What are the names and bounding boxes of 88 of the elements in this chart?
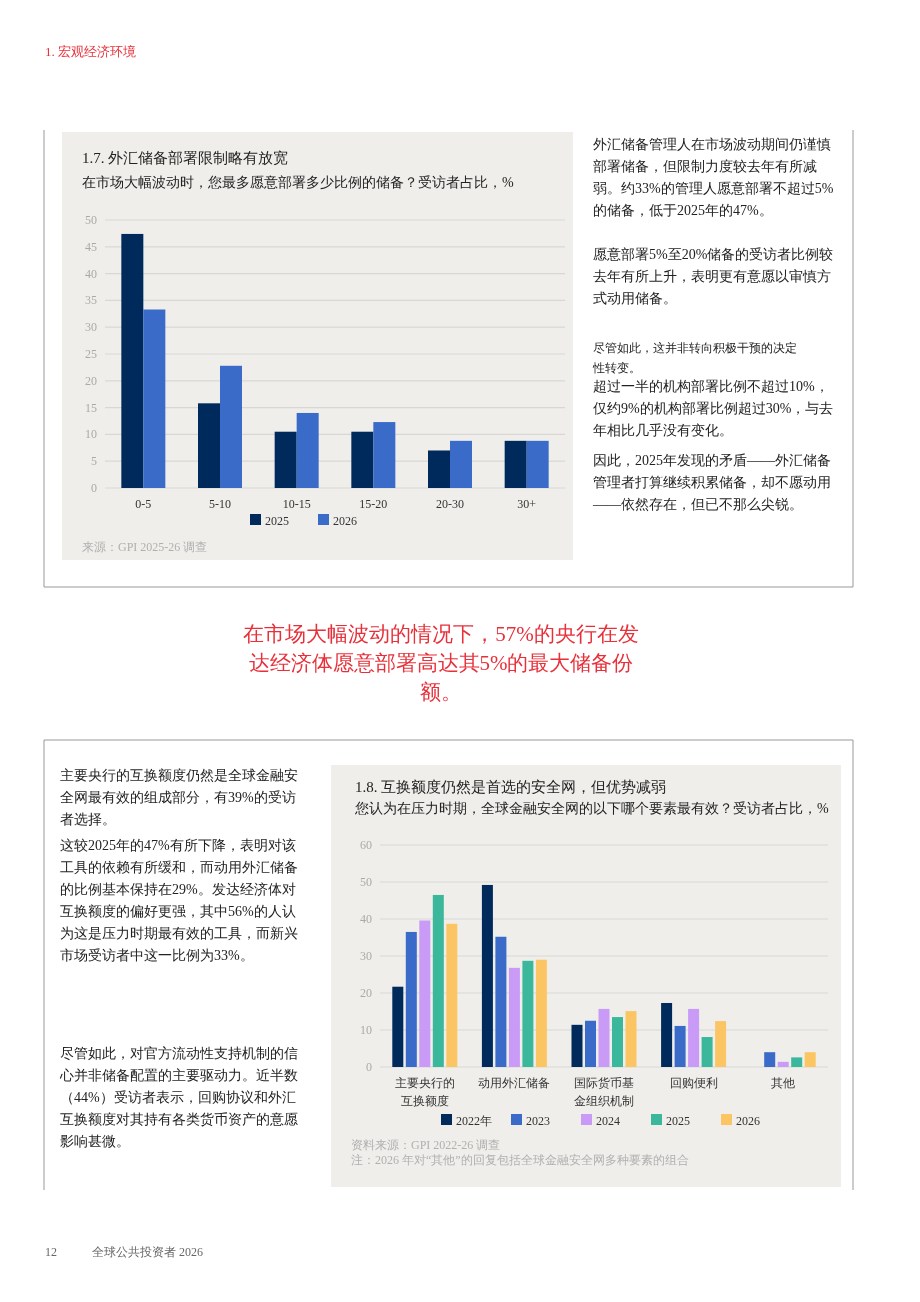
x-tick-label: 0-5 [135,497,152,511]
bar [405,931,417,1067]
bar [351,431,374,488]
x-tick-label: 15-20 [359,497,388,511]
bar [612,1017,623,1067]
y-tick-label: 20 [360,986,372,1000]
text: 愿意部署5%至20%储备的受访者比例较去年有所上升，表明更有意愿以审慎方式动用储备。 [593,246,835,308]
y-tick-label: 60 [360,838,372,852]
y-tick-label: 30 [360,949,372,963]
bar [661,1002,673,1067]
bar [446,923,458,1067]
bar [419,920,431,1067]
bar [481,884,493,1067]
x-tick-label: 10-15 [282,497,311,511]
y-tick-label: 10 [85,427,97,442]
bar [392,986,404,1067]
text: 在市场大幅波动的情况下，57%的央行在发达经济体愿意部署高达其5%的最大储备份额。 [242,621,640,706]
bar [598,1008,610,1067]
bar [764,1052,776,1067]
bar [526,440,549,488]
y-tick-label: 10 [360,1023,372,1037]
text: 超过一半的机构部署比例不超过10%，仅约9%的机构部署比例超过30%，与去年相比几乎没有变化。 [593,378,835,440]
bar [688,1008,700,1067]
legend-label: 2022年 [456,1114,492,1128]
text: 尽管如此，这并非转向积极干预的决定性转变。 [593,340,798,377]
y-tick-label: 40 [85,266,97,281]
bar [674,1025,686,1067]
bar [777,1061,789,1067]
bar [701,1037,713,1067]
text: 1. 宏观经济环境 [45,43,137,61]
bar [571,1024,583,1067]
bar [428,450,450,488]
legend-label: 2025 [666,1114,690,1128]
x-tick-label: 5-10 [209,497,231,511]
bar [220,365,242,488]
legend-label: 2023 [526,1114,550,1128]
legend-label: 2025 [265,514,289,528]
bar [522,960,534,1067]
legend-label: 2026 [333,514,357,528]
bar [715,1021,727,1067]
bar [804,1052,816,1067]
text: 因此，2025年发现的矛盾——外汇储备管理者打算继续积累储备，却不愿动用——依然存在，但已不那么尖锐。 [593,452,832,514]
bar [198,403,220,488]
x-tick-label: 其他 [771,1076,796,1090]
y-tick-label: 45 [85,239,97,254]
bar [585,1020,596,1067]
bar [504,440,527,488]
text: 全球公共投资者 2026 [92,1244,204,1260]
y-tick-label: 5 [91,454,97,469]
y-tick-label: 15 [85,400,97,415]
bar [274,431,297,488]
legend-label: 2024 [596,1114,620,1128]
y-tick-label: 50 [360,875,372,889]
x-tick-label: 动用外汇储备 [478,1076,551,1090]
x-tick-label: 主要央行的互换额度 [394,1076,455,1108]
y-tick-label: 20 [85,373,97,388]
text: 尽管如此，对官方流动性支持机制的信心并非储备配置的主要驱动力。近半数（44%）受访者表示，回购协议和外汇互换额度对其持有各类货币资产的意愿影响甚微。 [60,1045,299,1151]
chart-subtitle: 您认为在压力时期，全球金融安全网的以下哪个要素最有效？受访者占比，% [354,801,829,816]
bar [373,422,396,488]
bar [495,936,507,1067]
text: 主要央行的互换额度仍然是全球金融安全网最有效的组成部分，有39%的受访者选择。 [60,767,299,829]
y-tick-label: 40 [360,912,372,926]
y-tick-label: 30 [85,320,97,335]
bar [791,1057,803,1067]
text: 外汇储备管理人在市场波动期间仍谨慎部署储备，但限制力度较去年有所减弱。约33%的管理人愿意部署不超过5%的储备，低于2025年的47%。 [593,136,835,220]
bar [143,309,166,488]
y-tick-label: 0 [366,1060,372,1074]
chart-title: 1.8. 互换额度仍然是首选的安全网，但优势减弱 [355,779,667,795]
legend-label: 2026 [736,1114,760,1128]
x-tick-label: 20-30 [436,497,464,511]
x-tick-label: 国际货币基金组织机制 [574,1076,634,1108]
bar [432,894,444,1067]
chart-subtitle: 在市场大幅波动时，您最多愿意部署多少比例的储备？受访者占比，% [82,175,514,190]
bar [121,233,144,488]
y-tick-label: 0 [91,481,97,495]
bar [535,959,547,1067]
x-tick-label: 30+ [517,497,537,511]
y-tick-label: 50 [85,213,97,227]
y-tick-label: 25 [85,347,97,361]
chart-title: 1.7. 外汇储备部署限制略有放宽 [82,150,289,166]
x-tick-label: 回购便利 [669,1076,718,1090]
bar [450,440,472,488]
text: 这较2025年的47%有所下降，表明对该工具的依赖有所缓和，而动用外汇储备的比例基本保持在29%。发达经济体对互换额度的偏好更强，其中56%的人认为这是压力时期最有效的工具，而新兴市场受访者中这一比例为33%。 [60,837,299,965]
text: 12 [45,1244,58,1260]
y-tick-label: 35 [85,293,97,308]
bar [508,967,520,1067]
bar [296,412,319,488]
bar [625,1011,637,1067]
